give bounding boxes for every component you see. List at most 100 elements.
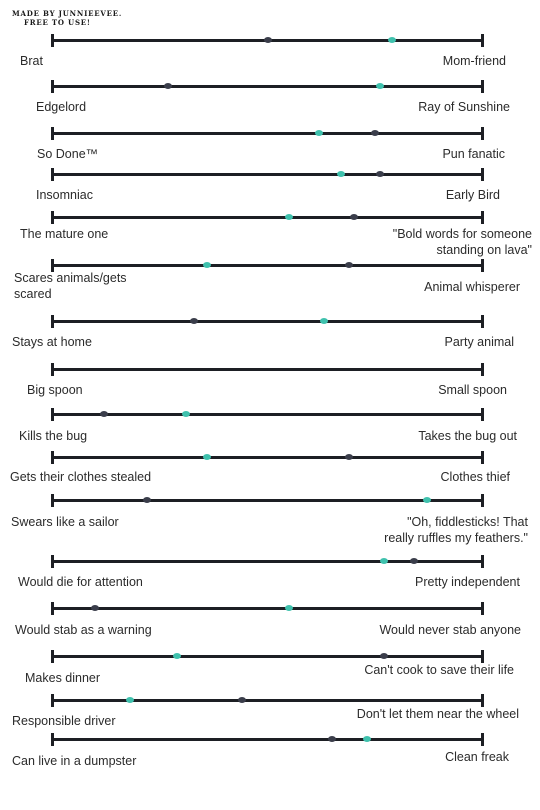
marker-a	[142, 497, 151, 503]
marker-a	[99, 411, 108, 417]
scale-left-label: Big spoon	[27, 382, 83, 398]
marker-b	[203, 262, 212, 268]
label-line: Pretty independent	[415, 575, 520, 589]
label-line: Makes dinner	[25, 671, 101, 685]
scale-end-tick	[51, 80, 54, 93]
scale-right-label: Small spoon	[438, 382, 507, 398]
label-line: Mom-friend	[442, 54, 506, 68]
marker-b	[388, 37, 397, 43]
scale-end-tick	[481, 451, 484, 464]
label-line: Takes the bug out	[418, 429, 517, 443]
marker-b	[181, 411, 190, 417]
scale-end-tick	[51, 650, 54, 663]
scale-end-tick	[51, 602, 54, 615]
label-line: scared	[14, 287, 52, 301]
scale-left-label: Insomniac	[36, 187, 93, 203]
scale-end-tick	[51, 34, 54, 47]
marker-a	[164, 83, 173, 89]
scale-right-label: Takes the bug out	[418, 428, 517, 444]
credit-line-2: FREE TO USE!	[24, 18, 91, 27]
marker-b	[422, 497, 431, 503]
scale-line	[52, 132, 483, 135]
scale-left-label: Scares animals/gets scared	[14, 270, 127, 302]
scale-end-tick	[481, 650, 484, 663]
scale-right-label: Would never stab anyone	[379, 622, 521, 638]
label-line: Stays at home	[12, 335, 92, 349]
label-line: Don't let them near the wheel	[356, 707, 519, 721]
label-line: Kills the bug	[19, 429, 88, 443]
scale-right-label: Animal whisperer	[424, 279, 520, 295]
scale-line	[52, 320, 483, 323]
marker-a	[410, 558, 419, 564]
label-line: Clean freak	[445, 750, 509, 764]
marker-b	[375, 83, 384, 89]
label-line: really ruffles my feathers."	[384, 531, 528, 545]
marker-a	[190, 318, 199, 324]
scale-line	[52, 560, 483, 563]
scale-end-tick	[481, 694, 484, 707]
marker-b	[285, 214, 294, 220]
scale-right-label: Clothes thief	[441, 469, 510, 485]
credit-line-1: MADE BY JUNNIEEVEE.	[12, 9, 123, 18]
scale-line	[52, 699, 483, 702]
marker-a	[263, 37, 272, 43]
scale-end-tick	[481, 80, 484, 93]
scale-end-tick	[481, 494, 484, 507]
marker-b	[125, 697, 134, 703]
scale-left-label: Would die for attention	[18, 574, 143, 590]
marker-a	[328, 736, 337, 742]
scale-right-label: Party animal	[445, 334, 514, 350]
label-line: Pun fanatic	[442, 147, 505, 161]
marker-a	[371, 130, 380, 136]
scale-left-label: So Done™	[37, 146, 98, 162]
scale-left-label: Makes dinner	[25, 670, 100, 686]
scale-end-tick	[51, 211, 54, 224]
scale-line	[52, 499, 483, 502]
label-line: Would stab as a warning	[15, 623, 152, 637]
label-line: Can live in a dumpster	[12, 754, 137, 768]
scale-end-tick	[51, 694, 54, 707]
label-line: Party animal	[444, 335, 514, 349]
scale-line	[52, 264, 483, 267]
scale-left-label: Swears like a sailor	[11, 514, 119, 530]
marker-a	[345, 262, 354, 268]
scale-line	[52, 607, 483, 610]
marker-b	[379, 558, 388, 564]
scale-line	[52, 368, 483, 371]
label-line: Early Bird	[445, 188, 500, 202]
scale-end-tick	[481, 315, 484, 328]
scale-end-tick	[481, 168, 484, 181]
scale-left-label: Can live in a dumpster	[12, 753, 136, 769]
label-line: Gets their clothes stealed	[10, 470, 152, 484]
label-line: standing on lava"	[436, 243, 532, 257]
scale-left-label: Responsible driver	[12, 713, 116, 729]
marker-a	[345, 454, 354, 460]
label-line: Insomniac	[36, 188, 93, 202]
marker-b	[319, 318, 328, 324]
scale-left-label: The mature one	[20, 226, 108, 242]
marker-a	[91, 605, 100, 611]
credit-text: MADE BY JUNNIEEVEE. FREE TO USE!	[12, 9, 122, 27]
label-line: Ray of Sunshine	[418, 100, 510, 114]
label-line: "Oh, fiddlesticks! That	[407, 515, 528, 529]
label-line: Clothes thief	[440, 470, 510, 484]
marker-a	[375, 171, 384, 177]
scale-line	[52, 85, 483, 88]
scale-left-label: Edgelord	[36, 99, 86, 115]
scale-end-tick	[51, 168, 54, 181]
marker-a	[379, 653, 388, 659]
scale-right-label: Pretty independent	[415, 574, 520, 590]
scale-line	[52, 173, 483, 176]
marker-a	[237, 697, 246, 703]
scale-end-tick	[51, 451, 54, 464]
scale-line	[52, 413, 483, 416]
label-line: Would die for attention	[18, 575, 143, 589]
scale-end-tick	[481, 363, 484, 376]
scale-end-tick	[51, 733, 54, 746]
scale-right-label: Clean freak	[445, 749, 509, 765]
scale-line	[52, 655, 483, 658]
scale-right-label: "Oh, fiddlesticks! That really ruffles my…	[384, 514, 528, 546]
scale-end-tick	[51, 555, 54, 568]
scale-right-label: "Bold words for someone standing on lava"	[393, 226, 532, 258]
label-line: Small spoon	[438, 383, 507, 397]
